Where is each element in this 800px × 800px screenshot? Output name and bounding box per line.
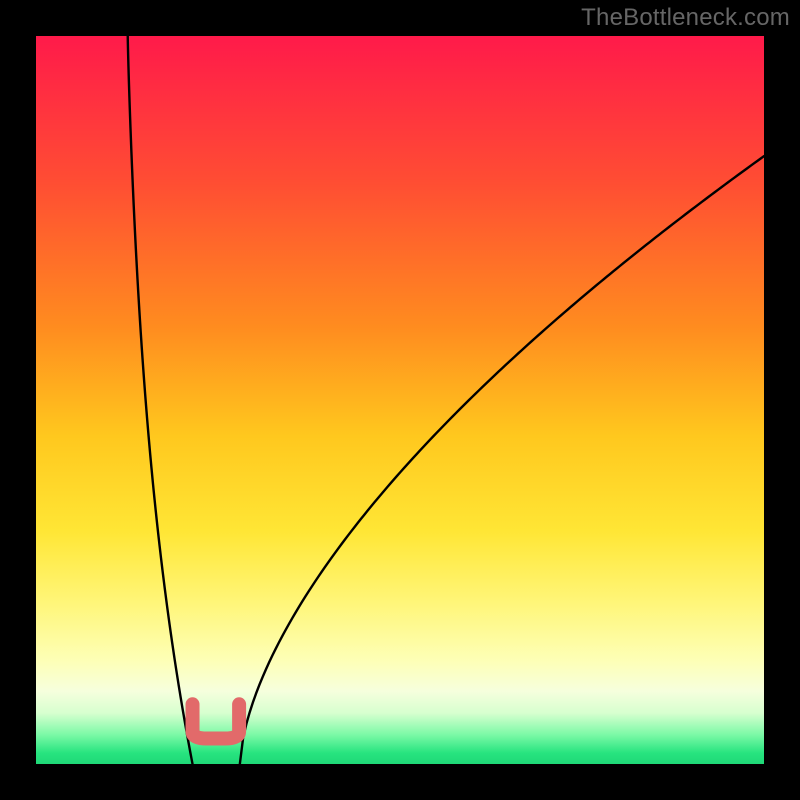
bottleneck-chart bbox=[0, 0, 800, 800]
watermark-label: TheBottleneck.com bbox=[581, 4, 790, 32]
chart-stage: TheBottleneck.com bbox=[0, 0, 800, 800]
